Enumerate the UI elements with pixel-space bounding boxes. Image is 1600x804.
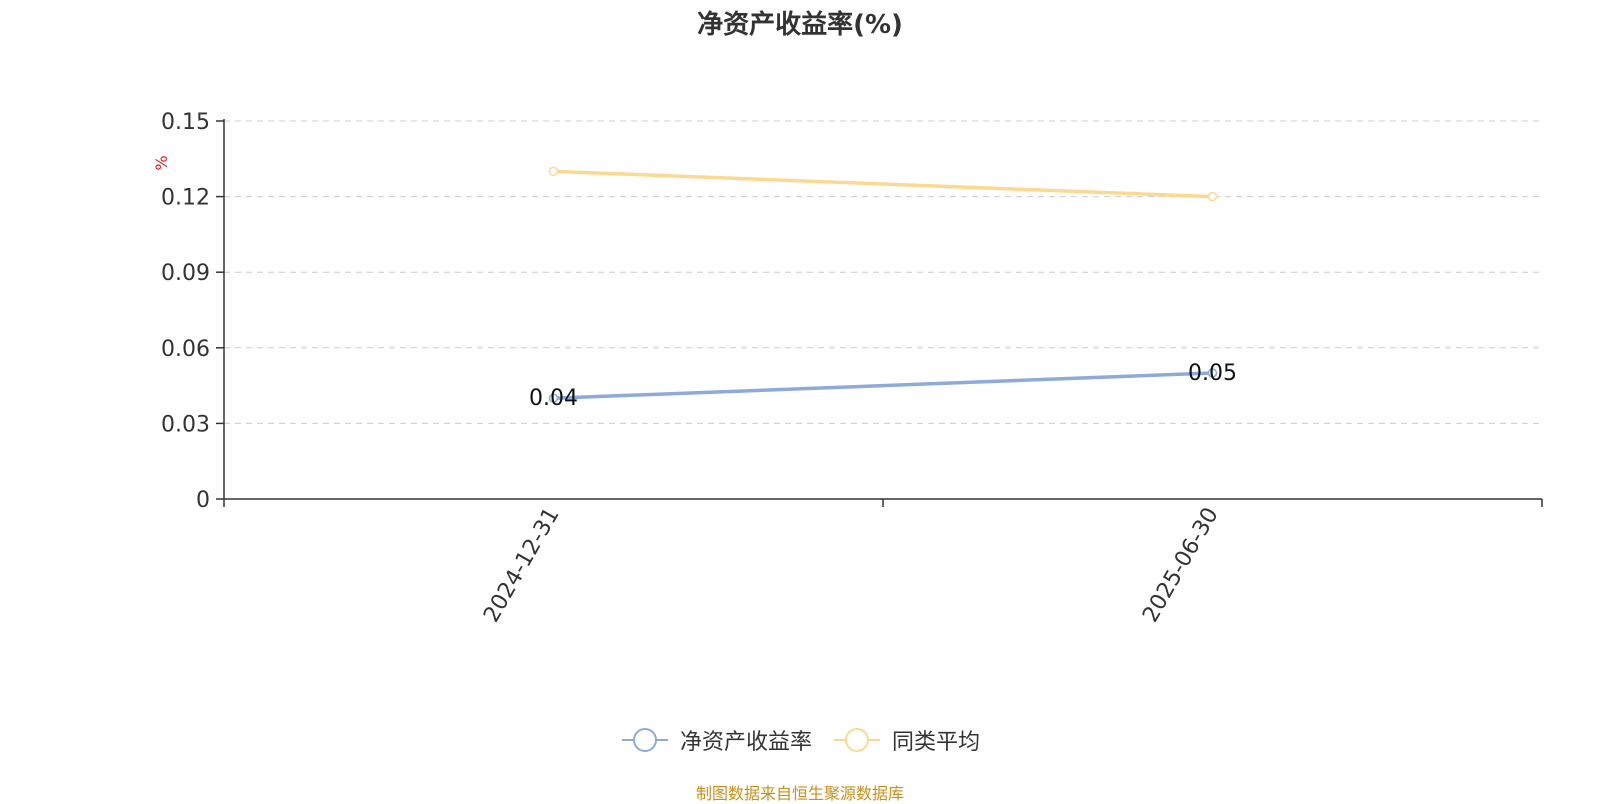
legend-marker-roe (621, 728, 668, 752)
x-tick-labels: 2024-12-31 2025-06-30 (479, 504, 1224, 627)
y-tick-label: 0 (196, 488, 210, 513)
data-label: 0.05 (1188, 361, 1237, 386)
y-tick-label: 0.15 (161, 110, 210, 135)
chart-title: 净资产收益率(%) (697, 10, 903, 40)
y-tick-labels: 0 0.03 0.06 0.09 0.12 0.15 (161, 110, 210, 513)
y-tick-label: 0.09 (161, 261, 210, 286)
legend-label-roe: 净资产收益率 (679, 730, 812, 755)
y-tick-label: 0.06 (161, 337, 210, 362)
legend-item-peer-average[interactable]: 同类平均 (832, 724, 980, 756)
data-source-note: 制图数据来自恒生聚源数据库 (695, 784, 904, 803)
x-tick-label: 2025-06-30 (1138, 504, 1224, 627)
data-labels: 0.04 0.05 (529, 361, 1237, 411)
legend-label-peer-average: 同类平均 (892, 730, 981, 755)
legend-marker-peer-average (834, 728, 880, 752)
data-point (1207, 191, 1218, 202)
y-axis-unit-label: % (152, 155, 171, 170)
legend: 净资产收益率 同类平均 (0, 724, 1600, 756)
series-line-peer-average (553, 169, 1213, 199)
axes (216, 119, 1543, 507)
data-point (548, 166, 559, 177)
data-point (548, 393, 559, 403)
data-point (1207, 368, 1218, 378)
y-tick-label: 0.12 (161, 186, 210, 211)
series-group (548, 166, 1218, 403)
x-tick-label: 2024-12-31 (479, 504, 565, 627)
data-label: 0.04 (529, 386, 578, 411)
y-tick-label: 0.03 (161, 412, 210, 437)
series-line-roe (553, 371, 1213, 400)
grid-lines (224, 120, 1542, 424)
legend-item-roe[interactable]: 净资产收益率 (620, 724, 812, 756)
